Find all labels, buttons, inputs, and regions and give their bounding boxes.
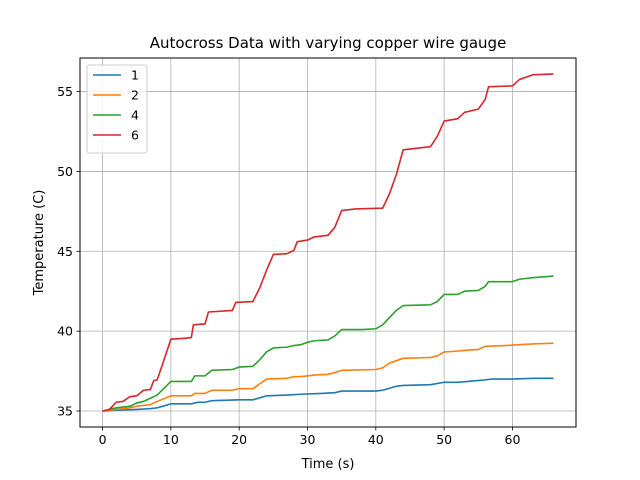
legend-label-6: 6 [131,128,139,143]
legend-label-2: 2 [131,88,139,103]
x-tick-label: 30 [300,432,316,447]
series-lines [102,73,554,412]
y-tick-label: 40 [57,324,73,339]
legend-label-4: 4 [131,108,139,123]
x-tick-label: 60 [505,432,521,447]
x-tick-label: 0 [99,432,107,447]
x-tick-label: 50 [436,432,452,447]
y-tick-label: 50 [57,164,73,179]
y-axis-label: Temperature (C) [32,190,47,297]
axes-frame [79,57,577,428]
series-line-6 [102,73,554,412]
legend-box [86,64,148,154]
axis-ticks: 0 10 20 30 40 50 60 35 40 45 50 55 [57,84,520,447]
x-tick-label: 20 [231,432,247,447]
legend-label-1: 1 [131,68,139,83]
legend: 1 2 4 6 [86,64,148,154]
y-tick-label: 45 [57,244,73,259]
series-line-1 [102,377,554,412]
series-line-2 [102,342,554,412]
grid-lines [80,58,576,427]
chart-title: Autocross Data with varying copper wire … [150,34,507,52]
x-tick-label: 10 [163,432,179,447]
x-tick-label: 40 [368,432,384,447]
y-tick-label: 35 [57,404,73,419]
x-axis-label: Time (s) [301,457,355,472]
y-tick-label: 55 [57,84,73,99]
series-line-4 [102,275,554,412]
